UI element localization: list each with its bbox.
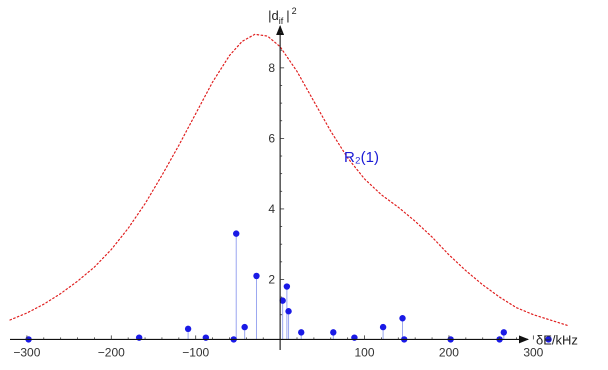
y-tick-label: 4	[268, 202, 275, 216]
x-axis-label: δE/kHz	[536, 332, 578, 347]
stem-point	[330, 329, 337, 336]
stem-point	[285, 308, 292, 315]
stem-point	[500, 329, 508, 336]
label-layer: δE/kHz |dif | 2 R₂(1)	[268, 6, 578, 347]
y-tick-label: 2	[268, 272, 275, 286]
stem-point	[298, 329, 305, 336]
x-tick-label: 200	[439, 345, 459, 359]
x-tick-label: −100	[182, 345, 209, 359]
stem-point	[283, 283, 291, 290]
stem-point	[184, 325, 192, 333]
stem-point	[399, 315, 406, 322]
x-tick-label: −200	[98, 345, 125, 359]
x-tick-label: −300	[13, 345, 40, 359]
curve-label-r2-1: R₂(1)	[344, 149, 379, 166]
curve-line	[9, 33, 568, 326]
stem-point	[241, 323, 248, 331]
axes-layer: −300 −200 −100 100 200 300 2 4 6 8	[10, 25, 568, 359]
stem-point	[253, 272, 260, 280]
stem-layer	[25, 230, 552, 343]
stem-point	[379, 323, 387, 331]
x-tick-label: 100	[355, 345, 375, 359]
y-tick-label: 8	[268, 61, 275, 75]
y-tick-label: 6	[268, 131, 275, 145]
x-tick-label: 300	[523, 345, 543, 359]
curve-layer	[9, 33, 568, 326]
stem-point	[279, 297, 286, 304]
stem-point	[233, 230, 240, 237]
y-axis-label: |dif | 2	[268, 6, 297, 26]
